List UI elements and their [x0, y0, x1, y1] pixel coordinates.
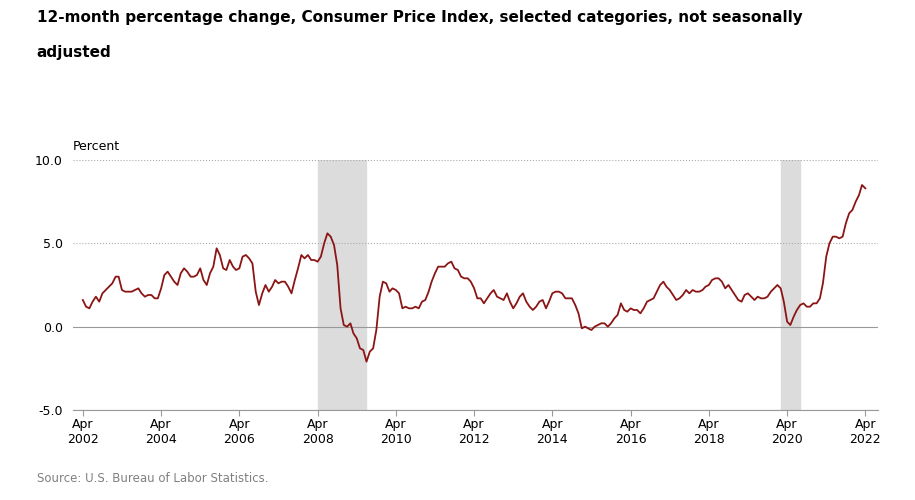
Text: Source: U.S. Bureau of Labor Statistics.: Source: U.S. Bureau of Labor Statistics. [37, 472, 268, 485]
Bar [780, 160, 801, 410]
Text: Percent: Percent [73, 140, 121, 152]
Text: 12-month percentage change, Consumer Price Index, selected categories, not seaso: 12-month percentage change, Consumer Pri… [37, 10, 802, 25]
Text: adjusted: adjusted [37, 45, 112, 60]
Bar [318, 160, 367, 410]
